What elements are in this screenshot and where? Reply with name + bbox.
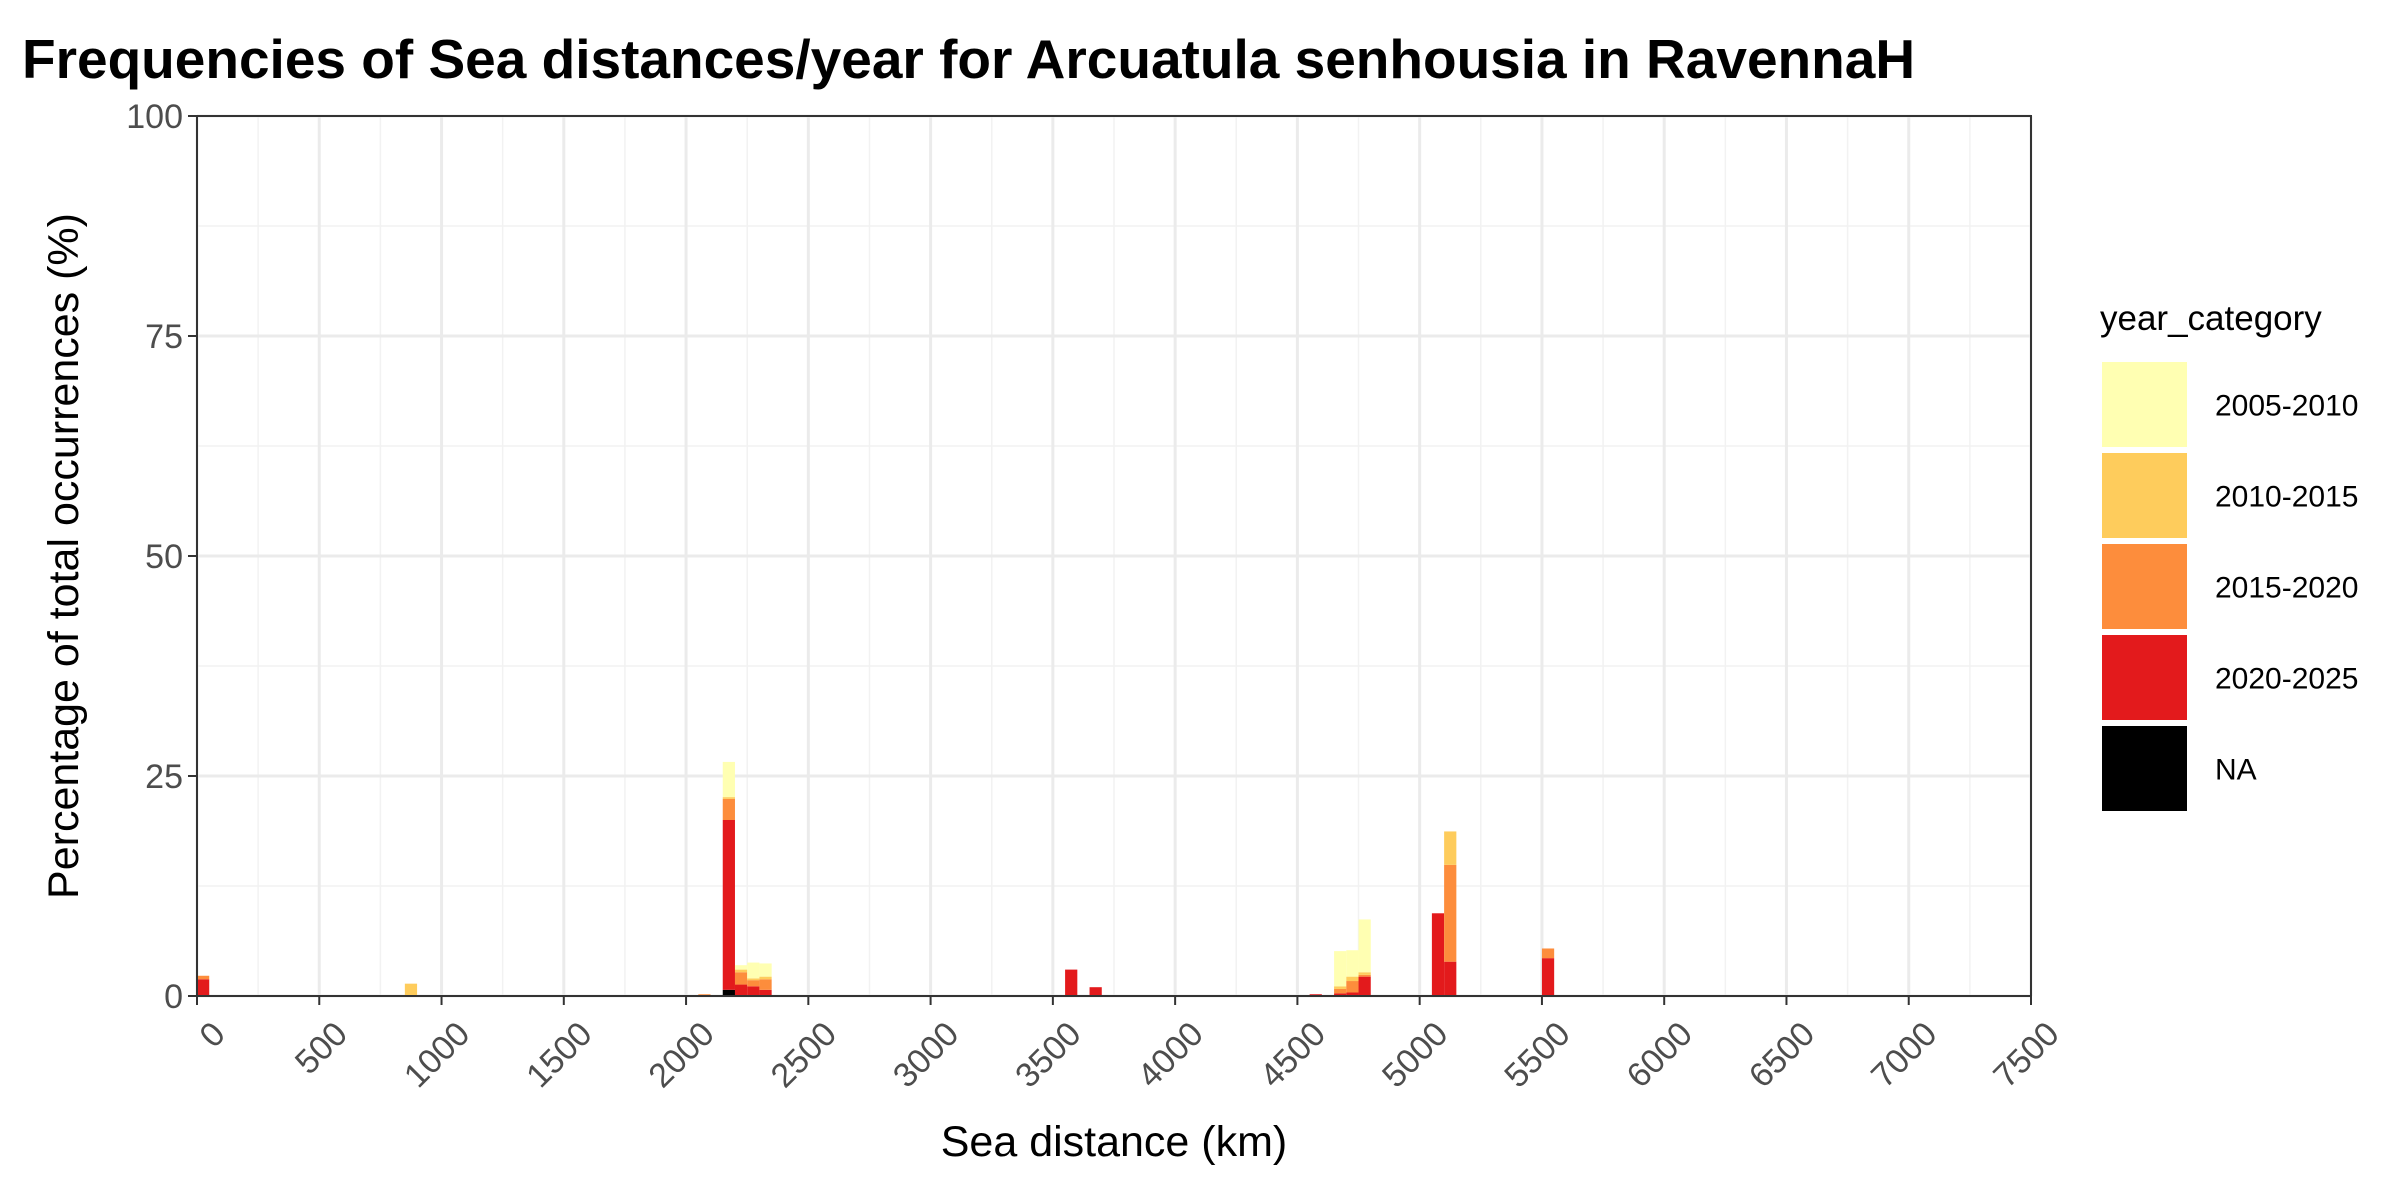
bar-segment (1444, 831, 1457, 865)
x-tick-label: 1000 (397, 1015, 477, 1095)
bar-segment (747, 980, 760, 987)
bar-segment (759, 979, 772, 990)
bar-segment (734, 965, 748, 970)
x-tick-label: 3000 (886, 1015, 966, 1095)
x-tick-label: 4500 (1253, 1015, 1333, 1095)
legend-label: 2015-2020 (2215, 572, 2358, 605)
x-tick-label: 2000 (641, 1015, 721, 1095)
bar-segment (197, 979, 210, 996)
bar-segment (1358, 972, 1371, 975)
bar-segment (734, 972, 748, 985)
y-tick-label: 25 (145, 758, 183, 796)
bar-segment (722, 797, 735, 799)
bar-segment (1346, 950, 1359, 977)
bar-segment (1334, 951, 1347, 987)
bar-segment (747, 986, 760, 996)
legend-key (2102, 453, 2187, 538)
legend-title: year_category (2100, 299, 2322, 338)
bar-segment (1065, 969, 1078, 996)
x-tick-label: 6000 (1620, 1015, 1700, 1095)
bar-segment (1358, 976, 1371, 996)
bar-segment (722, 798, 735, 820)
bar-segment (734, 969, 748, 973)
bar-segment (404, 983, 418, 996)
bar-segment (759, 989, 772, 996)
grid (195, 114, 2033, 998)
bar-segment (1346, 981, 1359, 993)
chart-title: Frequencies of Sea distances/year for Ar… (22, 28, 1915, 90)
bar-segment (722, 989, 735, 996)
x-tick-label: 0 (192, 1015, 232, 1055)
bar-segment (1444, 864, 1457, 962)
bar-segment (759, 976, 772, 980)
x-tick-label: 5500 (1497, 1015, 1577, 1095)
y-tick-label: 0 (164, 978, 183, 1016)
bar-segment (1431, 913, 1445, 996)
legend-key (2102, 726, 2187, 811)
bar-segment (759, 963, 772, 977)
bar-segment (1346, 992, 1359, 996)
bar-segment (722, 761, 735, 798)
x-tick-label: 6500 (1742, 1015, 1822, 1095)
bar-segment (722, 820, 735, 990)
legend-key (2102, 635, 2187, 720)
bar-segment (1089, 987, 1102, 996)
bar-segment (1334, 986, 1347, 989)
bar-segment (1358, 919, 1371, 973)
bar-segment (1346, 976, 1359, 982)
bar-segment (1541, 948, 1555, 959)
x-tick-label: 7500 (1986, 1015, 2066, 1095)
bar-segment (734, 984, 748, 996)
x-tick-label: 7000 (1864, 1015, 1944, 1095)
bar-segment (197, 975, 210, 980)
y-tick-label: 75 (145, 318, 183, 356)
x-tick-label: 3500 (1008, 1015, 1088, 1095)
bars (197, 761, 1555, 996)
x-tick-label: 5000 (1375, 1015, 1455, 1095)
bar-segment (1541, 958, 1555, 996)
bar-segment (747, 978, 760, 981)
bar-segment (1334, 988, 1347, 994)
bar-segment (1334, 993, 1347, 996)
legend-key (2102, 544, 2187, 629)
legend-label: 2020-2025 (2215, 663, 2358, 696)
x-tick-label: 500 (288, 1015, 355, 1082)
legend-label: 2010-2015 (2215, 481, 2358, 514)
x-axis-title: Sea distance (km) (941, 1118, 1288, 1166)
y-axis-title: Percentage of total occurrences (%) (40, 213, 88, 899)
legend-label: NA (2215, 754, 2257, 787)
legend-key (2102, 362, 2187, 447)
bar-segment (1358, 974, 1371, 977)
bar-segment (747, 962, 760, 979)
y-tick-label: 100 (126, 98, 183, 136)
x-tick-label: 4000 (1130, 1015, 1210, 1095)
x-tick-label: 1500 (519, 1015, 599, 1095)
axis-ticks: 0 500 1000 1500 2000 2500 3000 3500 4000 4500 5000… (126, 98, 2066, 1095)
legend: year_category 2005-2010 2010-2015 2015-202… (2100, 299, 2358, 811)
bar-segment (1444, 961, 1457, 996)
legend-label: 2005-2010 (2215, 390, 2358, 423)
y-tick-label: 50 (145, 538, 183, 576)
x-tick-label: 2500 (764, 1015, 844, 1095)
